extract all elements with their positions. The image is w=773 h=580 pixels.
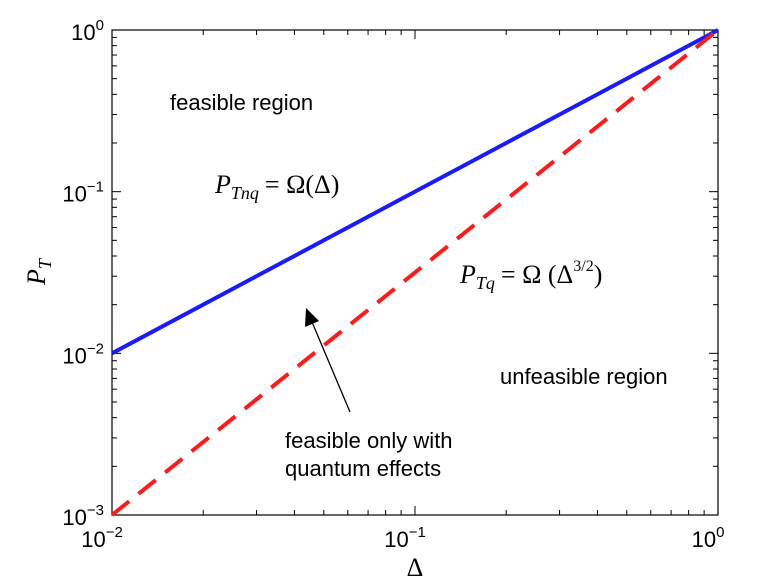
y-axis-label-main: P <box>22 269 51 286</box>
formula-tq-exp: 3/2 <box>573 258 593 275</box>
y-axis-label-sub: T <box>35 257 55 269</box>
formula-tq: PTq = Ω (Δ3/2) <box>459 258 602 293</box>
x-tick-label: 10−1 <box>384 524 426 552</box>
formula-tq-rhs-a: = Ω (Δ <box>501 260 573 289</box>
quantum-label-line-2: quantum effects <box>285 456 441 481</box>
x-tick-label: 100 <box>692 524 725 552</box>
formula-tq-rhs-b: ) <box>594 260 603 289</box>
feasible-region-label: feasible region <box>170 90 313 115</box>
quantum-arrow <box>305 308 351 413</box>
y-axis-label: PT <box>22 257 55 286</box>
formula-tnq-rhs: = Ω(Δ) <box>265 170 340 199</box>
formula-tnq: PTnq = Ω(Δ) <box>214 170 339 203</box>
formula-tnq-sub: Tnq <box>231 183 259 203</box>
series-line-quantum <box>110 28 720 517</box>
y-tick-label: 10−1 <box>62 179 104 207</box>
x-axis-label: Δ <box>407 553 424 580</box>
x-tick-label: 10−2 <box>81 524 123 552</box>
unfeasible-region-label: unfeasible region <box>500 364 668 389</box>
series-line-non-quantum <box>111 28 719 356</box>
formula-tq-p: P <box>459 260 476 289</box>
formula-tnq-p: P <box>214 170 231 199</box>
quantum-label-line-1: feasible only with <box>285 428 453 453</box>
formula-tq-sub: Tq <box>476 273 495 293</box>
y-tick-label: 100 <box>71 17 104 45</box>
y-tick-label: 10−2 <box>62 340 104 368</box>
y-tick-label: 10−3 <box>62 502 104 530</box>
ticks <box>111 30 718 516</box>
series <box>110 28 720 517</box>
